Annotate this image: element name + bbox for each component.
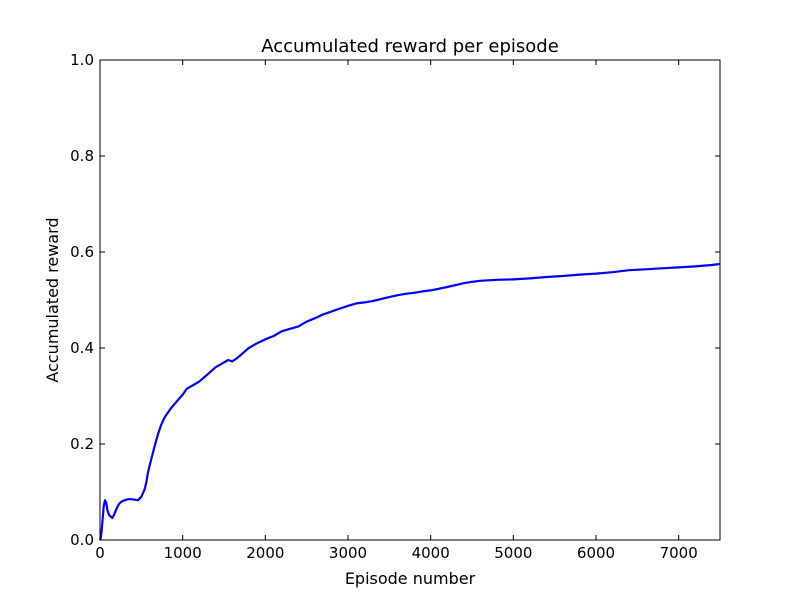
y-tick-label: 0.0 [70, 531, 94, 549]
plot-area [100, 60, 720, 540]
x-tick-label: 1000 [164, 544, 202, 562]
x-tick-label: 7000 [660, 544, 698, 562]
y-tick-label: 1.0 [70, 51, 94, 69]
y-tick-label: 0.6 [70, 243, 94, 261]
x-tick-label: 3000 [329, 544, 367, 562]
y-tick-label: 0.4 [70, 339, 94, 357]
series-line-0 [98, 262, 721, 541]
x-tick-label: 6000 [577, 544, 615, 562]
series-layer [98, 262, 721, 541]
x-tick-label: 4000 [412, 544, 450, 562]
y-tick-labels: 0.0 0.2 0.4 0.6 0.8 1.0 [70, 51, 94, 549]
chart-title: Accumulated reward per episode [261, 36, 559, 57]
x-tick-label: 2000 [246, 544, 284, 562]
x-tick-label: 0 [95, 544, 105, 562]
y-axis-label: Accumulated reward [43, 217, 62, 382]
x-tick-labels: 0 1000 2000 3000 4000 5000 6000 7000 [95, 544, 698, 562]
y-tick-label: 0.2 [70, 435, 94, 453]
x-tick-label: 5000 [494, 544, 532, 562]
plot-frame [99, 59, 721, 541]
x-axis-label: Episode number [345, 569, 476, 588]
y-tick-label: 0.8 [70, 147, 94, 165]
